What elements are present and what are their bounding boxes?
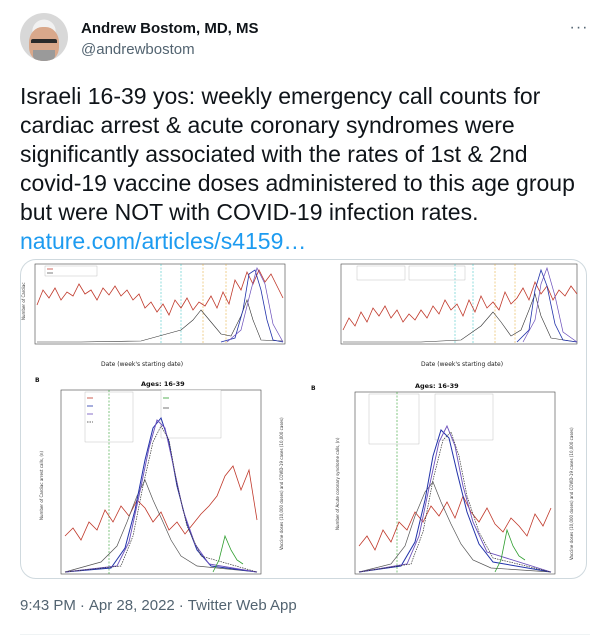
panel-c-ylabel: Number of Cardiac arrest calls, (n) bbox=[39, 451, 44, 520]
panel-c-title: Ages: 16-39 bbox=[141, 380, 185, 388]
panel-d-title: Ages: 16-39 bbox=[415, 382, 459, 390]
panel-d-ylabel: Number of Acute coronary syndrome calls,… bbox=[335, 437, 340, 530]
tweet-date[interactable]: Apr 28, 2022 bbox=[88, 597, 175, 614]
panel-bottom-left: B Ages: 16-39 Number of Cardiac arrest c bbox=[35, 377, 284, 575]
panel-b-xlabel: Date (week's starting date) bbox=[421, 361, 503, 368]
tweet-media-image[interactable]: Date (week's starting date) Number of Ca… bbox=[20, 259, 587, 579]
panel-c-label: B bbox=[35, 377, 40, 384]
figure-graphic: Date (week's starting date) Number of Ca… bbox=[21, 263, 578, 575]
panel-a-xlabel: Date (week's starting date) bbox=[101, 361, 183, 368]
panel-a-ylabel: Number of Cardiac bbox=[21, 282, 26, 320]
avatar-glasses bbox=[31, 39, 57, 45]
tweet-text: Israeli 16-39 yos: weekly emergency call… bbox=[20, 82, 590, 256]
panel-bottom-right: B Ages: 16-39 Number of Acute coronary s… bbox=[311, 382, 574, 575]
divider bbox=[20, 634, 590, 635]
panel-top-right: Date (week's starting date) bbox=[340, 263, 578, 368]
meta-separator: · bbox=[178, 597, 184, 614]
more-options-icon[interactable]: ··· bbox=[569, 19, 589, 36]
avatar[interactable] bbox=[20, 13, 68, 61]
tweet-metadata: 9:43 PM · Apr 28, 2022 · Twitter Web App bbox=[20, 597, 297, 614]
tweet-source[interactable]: Twitter Web App bbox=[187, 597, 297, 614]
panel-top-left: Date (week's starting date) Number of Ca… bbox=[21, 263, 286, 368]
tweet-time[interactable]: 9:43 PM bbox=[20, 597, 76, 614]
tweet-body: Israeli 16-39 yos: weekly emergency call… bbox=[20, 83, 575, 225]
avatar-beard bbox=[33, 50, 55, 61]
panel-d-y2label: Vaccine doses (10,000 doses) and COVID-1… bbox=[569, 427, 574, 560]
meta-separator: · bbox=[79, 597, 85, 614]
author-handle[interactable]: @andrewbostom bbox=[81, 41, 195, 58]
author-name[interactable]: Andrew Bostom, MD, MS bbox=[81, 20, 259, 37]
panel-c-y2label: Vaccine doses (10,000 doses) and COVID-1… bbox=[279, 417, 284, 550]
panel-d-label: B bbox=[311, 385, 316, 392]
article-link[interactable]: nature.com/articles/s4159… bbox=[20, 228, 307, 254]
